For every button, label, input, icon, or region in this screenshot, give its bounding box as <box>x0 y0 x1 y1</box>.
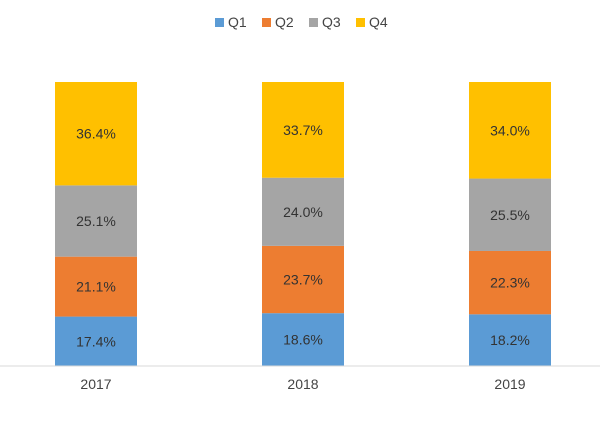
x-tick-labels: 2017 2018 2019 <box>80 376 525 392</box>
bar-q4-2019 <box>469 82 551 179</box>
bars: 17.4% 21.1% 25.1% 36.4% 18.6% 23.7% 24.0% 33.7%… <box>55 82 551 366</box>
bar-q2-2019 <box>469 250 551 315</box>
legend-label-q2: Q2 <box>275 14 294 30</box>
data-label-q4-2017: 36.4% <box>76 126 116 142</box>
data-label-q3-2017: 25.1% <box>76 213 116 229</box>
legend-label-q4: Q4 <box>369 14 388 30</box>
bar-q3-2019 <box>469 178 551 251</box>
data-label-q3-2018: 24.0% <box>283 204 323 220</box>
data-label-q1-2019: 18.2% <box>490 332 530 348</box>
data-label-q3-2019: 25.5% <box>490 207 530 223</box>
legend-label-q1: Q1 <box>228 14 247 30</box>
legend-swatch-q1 <box>215 18 224 27</box>
bar-q1-2017 <box>55 316 137 366</box>
bar-q3-2018 <box>262 177 344 246</box>
legend-label-q3: Q3 <box>322 14 341 30</box>
data-label-q2-2018: 23.7% <box>283 272 323 288</box>
bar-q4-2018 <box>262 82 344 178</box>
data-label-q4-2019: 34.0% <box>490 122 530 138</box>
legend-swatch-q3 <box>309 18 318 27</box>
bar-q2-2018 <box>262 245 344 314</box>
bar-q4-2017 <box>55 82 137 186</box>
data-label-q4-2018: 33.7% <box>283 122 323 138</box>
bar-q3-2017 <box>55 185 137 257</box>
x-tick-label-2018: 2018 <box>287 376 318 392</box>
legend: Q1 Q2 Q3 Q4 <box>215 14 388 30</box>
x-tick-label-2017: 2017 <box>80 376 111 392</box>
legend-swatch-q2 <box>262 18 271 27</box>
bar-q2-2017 <box>55 256 137 317</box>
x-tick-label-2019: 2019 <box>494 376 525 392</box>
bar-q1-2018 <box>262 313 344 366</box>
data-label-q2-2019: 22.3% <box>490 275 530 291</box>
bar-q1-2019 <box>469 314 551 366</box>
data-label-q1-2018: 18.6% <box>283 332 323 348</box>
data-label-q2-2017: 21.1% <box>76 279 116 295</box>
data-label-q1-2017: 17.4% <box>76 333 116 349</box>
legend-swatch-q4 <box>356 18 365 27</box>
